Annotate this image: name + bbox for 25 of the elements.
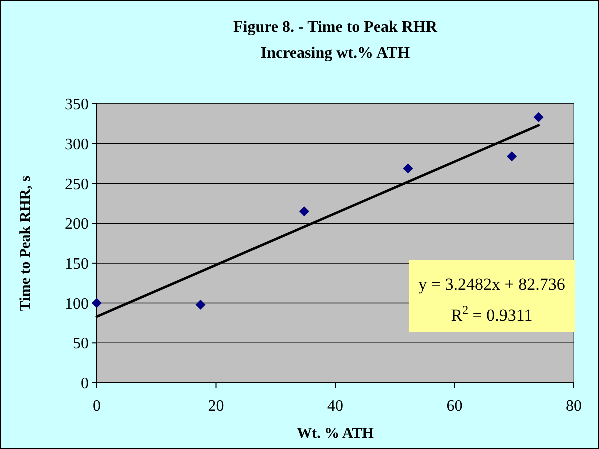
x-tick-label: 40 [328,398,344,415]
x-tick-label: 0 [93,398,101,415]
point [92,298,102,308]
point [403,164,414,174]
point [196,300,206,310]
y-tick-label: 250 [65,176,89,194]
y-tick-label: 0 [81,376,89,393]
y-tick-label: 150 [65,256,89,274]
chart-subtitle: Increasing wt.% ATH [260,45,411,62]
point [299,206,310,217]
x-axis-title: Wt. % ATH [297,426,374,442]
chart-title: Figure 8. - Time to Peak RHR [234,19,438,36]
annotation: y = 3.2482x + 82.736 [418,275,566,294]
x-tick-label: 60 [446,398,463,415]
y-tick-label: 50 [73,336,89,353]
annotation: R$^{2}$ = 0.9311 [451,303,533,325]
y-tick-label: 300 [65,136,89,154]
x-tick-label: 20 [208,398,224,415]
y-tick-label: 200 [65,216,89,234]
x-tick-label: 80 [566,398,582,415]
point [534,112,544,123]
y-tick-label: 100 [65,296,89,313]
y-tick-label: 350 [65,96,89,114]
point [506,152,517,162]
y-axis-title: Time to Peak RHR, s [18,176,34,312]
